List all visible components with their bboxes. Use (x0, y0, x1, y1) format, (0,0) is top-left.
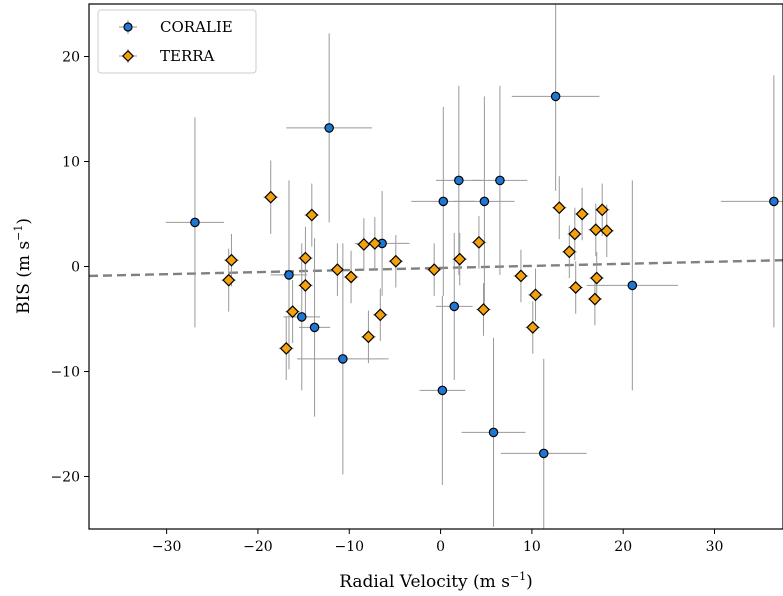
terra-point (225, 253, 238, 267)
terra-point (552, 201, 566, 215)
terra-point (368, 236, 382, 250)
x-axis-title-close: ) (526, 572, 533, 592)
terra-point (286, 305, 300, 319)
terra-point (222, 273, 236, 287)
y-axis-title-text: BIS (m s (14, 241, 34, 314)
terra-point (600, 224, 614, 238)
coralie-point (190, 217, 200, 228)
terra-point (279, 341, 293, 355)
terra-point (361, 330, 375, 344)
terra-point (477, 303, 490, 316)
x-tick-label: −30 (152, 539, 182, 555)
coralie-point (296, 312, 307, 322)
terra-point (514, 269, 528, 283)
terra-point (568, 227, 582, 241)
x-tick-label: 30 (706, 539, 724, 555)
plot-area (89, 4, 783, 529)
terra-point (575, 207, 589, 221)
terra-point (453, 252, 467, 266)
x-axis-title-text: Radial Velocity (m s (339, 572, 510, 592)
y-axis-title: BIS (m s−1) (12, 218, 34, 314)
terra-point (357, 238, 371, 251)
y-axis: −20 −10 0 10 20 (50, 50, 89, 486)
coralie-point (449, 301, 460, 312)
terra-point (595, 203, 609, 217)
terra-point (526, 320, 540, 334)
coralie-point (488, 427, 499, 438)
legend-box (97, 9, 257, 74)
terra-point (373, 308, 387, 322)
x-axis-title-exponent: −1 (510, 570, 526, 583)
x-tick-label: 20 (614, 539, 632, 555)
legend-label: CORALIE (160, 18, 233, 36)
x-tick-label: 0 (436, 539, 445, 555)
terra-point (589, 223, 603, 237)
y-tick-label: −10 (50, 365, 80, 381)
coralie-point (627, 280, 638, 291)
terra-point (305, 208, 319, 222)
x-axis-title: Radial Velocity (m s−1) (339, 570, 533, 592)
y-axis-title-close: ) (14, 218, 34, 225)
legend-marker-coralie (123, 22, 133, 32)
coralie-point (538, 448, 549, 459)
legend-label: TERRA (160, 47, 215, 65)
coralie-point (769, 196, 779, 207)
terra-point (590, 271, 604, 285)
x-tick-label: 10 (523, 539, 541, 555)
terra-point (569, 281, 583, 294)
terra-point (344, 270, 358, 284)
legend: CORALIE TERRA (97, 9, 257, 74)
coralie-point (309, 322, 320, 333)
marker-layer (190, 91, 779, 459)
coralie-point (550, 91, 561, 102)
terra-point (562, 245, 576, 259)
y-tick-label: 20 (62, 50, 80, 66)
coralie-point (438, 196, 449, 207)
terra-point (588, 292, 602, 306)
coralie-point (338, 354, 348, 364)
terra-point (472, 235, 486, 249)
legend-marker-terra (121, 49, 135, 63)
x-tick-label: −10 (334, 539, 364, 555)
coralie-point (324, 123, 334, 133)
x-tick-label: −20 (243, 539, 273, 555)
coralie-point (454, 175, 464, 186)
terra-point (298, 278, 312, 292)
terra-point (529, 288, 542, 302)
terra-point (298, 251, 312, 265)
coralie-point (437, 385, 448, 396)
terra-point (389, 254, 403, 268)
y-tick-label: 0 (71, 260, 80, 276)
coralie-point (495, 175, 505, 186)
coralie-point (284, 270, 294, 280)
terra-point (264, 190, 278, 204)
coralie-point (479, 196, 490, 207)
y-tick-label: 10 (62, 155, 80, 171)
x-axis: −30 −20 −10 0 10 20 30 (152, 529, 724, 555)
y-tick-label: −20 (50, 470, 80, 486)
terra-point (427, 263, 441, 277)
trend-line (89, 259, 783, 278)
terra-point (330, 263, 344, 277)
legend-items: CORALIE TERRA (119, 18, 233, 65)
y-axis-title-exponent: −1 (12, 225, 25, 241)
